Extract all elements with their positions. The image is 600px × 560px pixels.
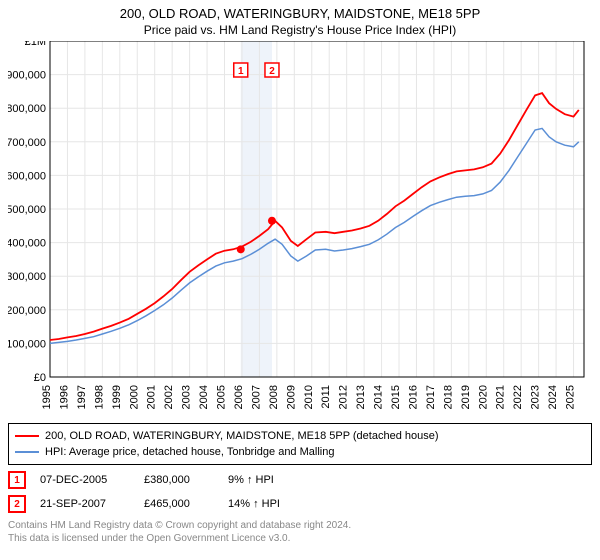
svg-text:2012: 2012 (338, 385, 350, 409)
svg-text:£400,000: £400,000 (8, 238, 46, 250)
svg-text:2000: 2000 (128, 385, 140, 409)
svg-text:2011: 2011 (320, 385, 332, 409)
title-line2: Price paid vs. HM Land Registry's House … (8, 23, 592, 37)
svg-text:2025: 2025 (565, 385, 577, 409)
svg-text:£700,000: £700,000 (8, 137, 46, 149)
svg-text:1997: 1997 (76, 385, 88, 409)
svg-text:2010: 2010 (303, 385, 315, 409)
legend-item: HPI: Average price, detached house, Tonb… (15, 444, 585, 460)
svg-text:2015: 2015 (390, 385, 402, 409)
svg-text:£600,000: £600,000 (8, 170, 46, 182)
sale-date: 21-SEP-2007 (40, 498, 130, 510)
legend-label: 200, OLD ROAD, WATERINGBURY, MAIDSTONE, … (45, 430, 439, 442)
svg-text:£1M: £1M (25, 41, 46, 48)
svg-text:£200,000: £200,000 (8, 305, 46, 317)
legend: 200, OLD ROAD, WATERINGBURY, MAIDSTONE, … (8, 423, 592, 465)
svg-text:1: 1 (238, 66, 244, 77)
svg-text:2004: 2004 (198, 385, 210, 409)
sale-row: 1 07-DEC-2005 £380,000 9% ↑ HPI (8, 471, 592, 489)
svg-text:£800,000: £800,000 (8, 103, 46, 115)
svg-text:£500,000: £500,000 (8, 204, 46, 216)
svg-text:2006: 2006 (233, 385, 245, 409)
license-text: Contains HM Land Registry data © Crown c… (8, 519, 592, 545)
sale-price: £465,000 (144, 498, 214, 510)
legend-label: HPI: Average price, detached house, Tonb… (45, 446, 334, 458)
svg-text:£300,000: £300,000 (8, 271, 46, 283)
svg-text:2008: 2008 (268, 385, 280, 409)
svg-text:2022: 2022 (512, 385, 524, 409)
svg-text:2001: 2001 (146, 385, 158, 409)
sale-marker-icon: 1 (8, 471, 26, 489)
svg-text:2009: 2009 (285, 385, 297, 409)
svg-text:1995: 1995 (41, 385, 53, 409)
svg-text:2013: 2013 (355, 385, 367, 409)
price-chart: £0 £100,000 £200,000 £300,000 £400,000 £500,0… (8, 41, 592, 417)
title-line1: 200, OLD ROAD, WATERINGBURY, MAIDSTONE, … (8, 6, 592, 21)
svg-text:1998: 1998 (93, 385, 105, 409)
svg-text:£0: £0 (34, 372, 46, 384)
svg-text:2018: 2018 (442, 385, 454, 409)
sale-pct: 14% ↑ HPI (228, 498, 308, 510)
sale-marker-icon: 2 (8, 495, 26, 513)
svg-text:2003: 2003 (181, 385, 193, 409)
sale-date: 07-DEC-2005 (40, 474, 130, 486)
sale-pct: 9% ↑ HPI (228, 474, 308, 486)
sale-row: 2 21-SEP-2007 £465,000 14% ↑ HPI (8, 495, 592, 513)
legend-item: 200, OLD ROAD, WATERINGBURY, MAIDSTONE, … (15, 428, 585, 444)
svg-text:2023: 2023 (530, 385, 542, 409)
svg-text:2002: 2002 (163, 385, 175, 409)
svg-text:2021: 2021 (495, 385, 507, 409)
svg-text:1996: 1996 (58, 385, 70, 409)
svg-text:2024: 2024 (547, 385, 559, 409)
svg-text:1999: 1999 (111, 385, 123, 409)
svg-text:£100,000: £100,000 (8, 338, 46, 350)
svg-text:2017: 2017 (425, 385, 437, 409)
sale-price: £380,000 (144, 474, 214, 486)
svg-text:2014: 2014 (373, 385, 385, 409)
svg-text:2020: 2020 (477, 385, 489, 409)
svg-text:2005: 2005 (216, 385, 228, 409)
svg-text:2007: 2007 (250, 385, 262, 409)
svg-text:2019: 2019 (460, 385, 472, 409)
svg-text:2016: 2016 (407, 385, 419, 409)
svg-text:£900,000: £900,000 (8, 70, 46, 82)
svg-text:2: 2 (269, 66, 275, 77)
